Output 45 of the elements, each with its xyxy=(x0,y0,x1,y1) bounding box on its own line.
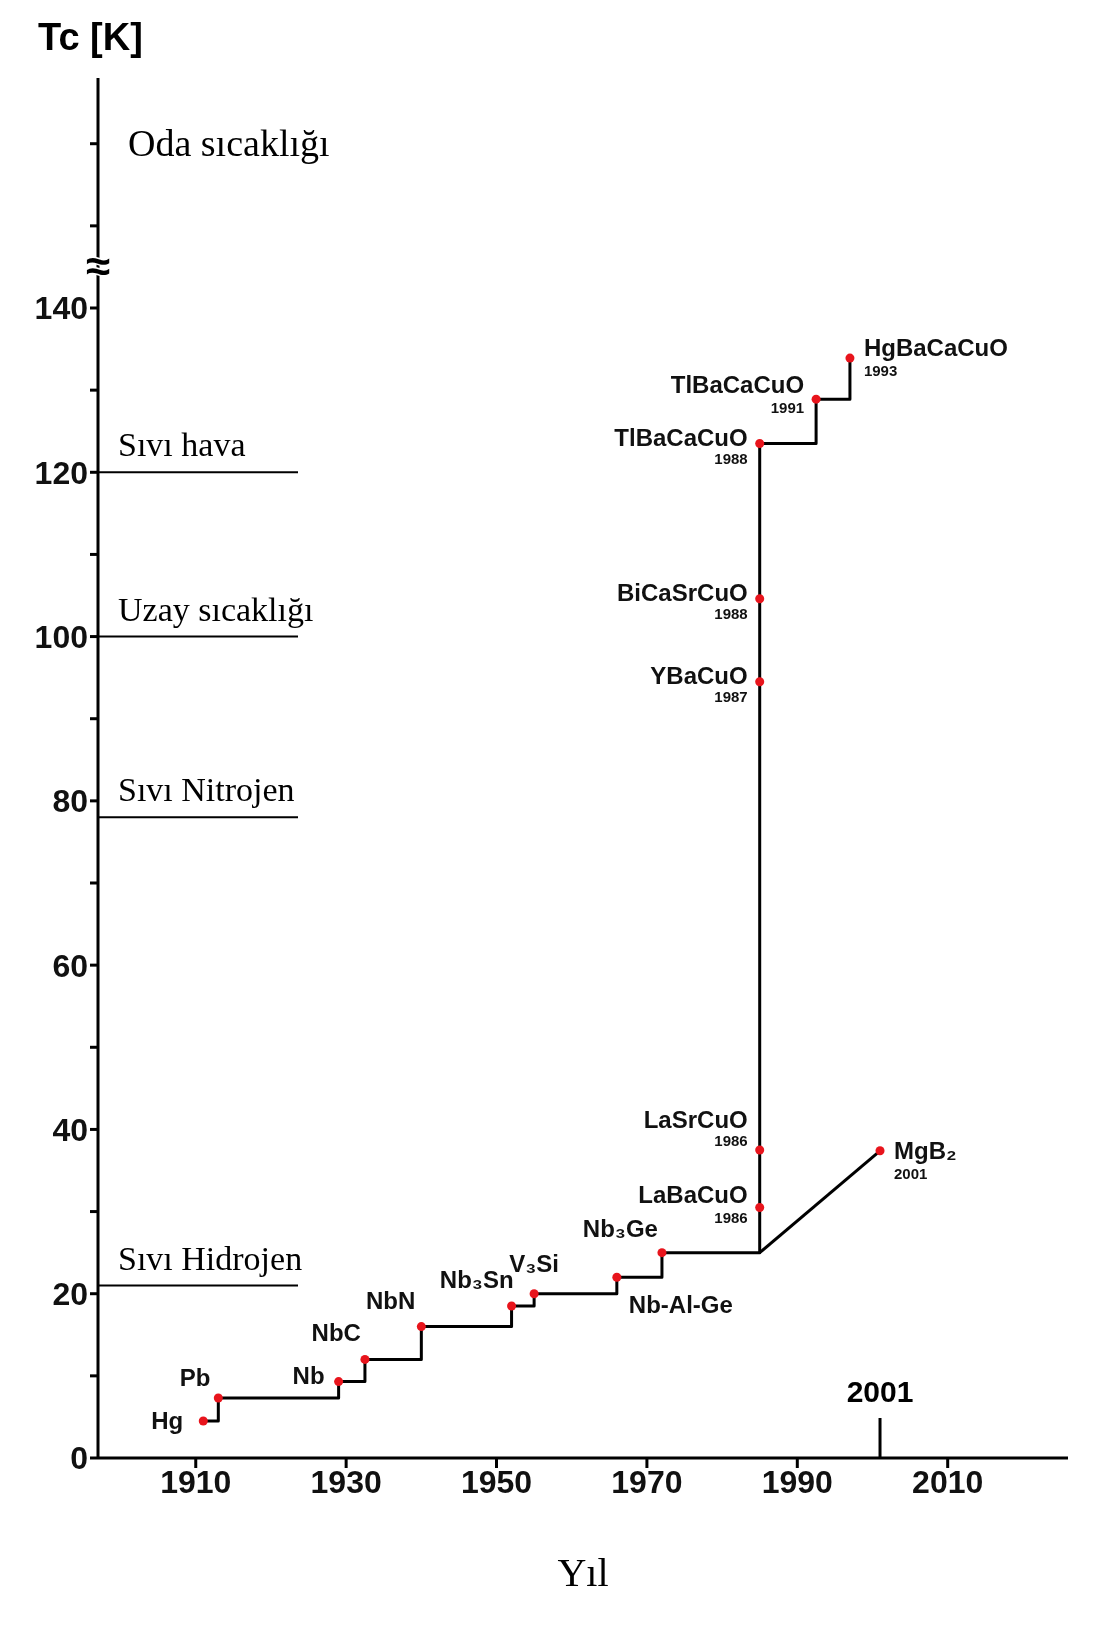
ref-line-label: 2001 xyxy=(846,1375,914,1408)
annotation: YBaCuO xyxy=(650,661,748,689)
ref-line-label: Sıvı Hidrojen xyxy=(118,1239,303,1277)
y-tick-label: 60 xyxy=(52,947,88,984)
x-tick-label: 1930 xyxy=(310,1463,382,1500)
annotation: 1991 xyxy=(770,399,805,417)
ref-line-label: Sıvı Nitrojen xyxy=(118,771,295,809)
annotation: LaSrCuO xyxy=(643,1105,748,1133)
y-tick-label: 100 xyxy=(34,618,88,655)
ref-line-label: Uzay sıcaklığı xyxy=(118,590,314,628)
y-tick-label: 20 xyxy=(52,1276,88,1313)
annotation: NbN xyxy=(366,1286,416,1314)
annotation: Nb xyxy=(292,1361,325,1389)
y-tick-label: 40 xyxy=(52,1111,88,1148)
y-tick-label: 140 xyxy=(34,290,88,327)
annotation: BiCaSrCuO xyxy=(617,578,748,606)
y-tick-label: 120 xyxy=(34,454,88,491)
annotation: 1986 xyxy=(714,1209,748,1227)
annotation: TlBaCaCuO xyxy=(614,423,748,451)
x-tick-label: 1970 xyxy=(611,1463,683,1500)
x-tick-label: 1950 xyxy=(460,1463,533,1500)
annotation: 1987 xyxy=(714,687,748,705)
annotation: Pb xyxy=(179,1364,211,1392)
annotation: Nb₃Ge xyxy=(582,1214,658,1242)
annotation: LaBaCuO xyxy=(638,1181,748,1209)
annotation: HgBaCaCuO xyxy=(863,334,1008,362)
y-tick-label: 0 xyxy=(70,1440,88,1477)
x-tick-label: 2010 xyxy=(912,1463,984,1500)
annotation: NbC xyxy=(311,1319,361,1347)
ref-line-label: Sıvı hava xyxy=(118,426,246,464)
x-tick-label: 1910 xyxy=(160,1463,232,1500)
annotation: 1988 xyxy=(714,449,748,467)
annotation: Hg xyxy=(151,1407,184,1435)
annotation: 1988 xyxy=(714,604,748,622)
annotation: MgB₂ xyxy=(894,1136,957,1164)
x-tick-label: 1990 xyxy=(761,1463,833,1500)
annotation: TlBaCaCuO xyxy=(670,371,805,399)
annotation: 2001 xyxy=(894,1164,928,1182)
annotation: Nb-Al-Ge xyxy=(628,1291,733,1319)
y-tick-label: 80 xyxy=(52,783,88,820)
annotation: 1993 xyxy=(863,362,898,380)
annotation: Oda sıcaklığı xyxy=(128,121,330,164)
annotation: 1986 xyxy=(714,1131,748,1149)
y-axis-title: Tc [K] xyxy=(38,16,143,59)
x-axis-title: Yıl xyxy=(557,1550,609,1596)
